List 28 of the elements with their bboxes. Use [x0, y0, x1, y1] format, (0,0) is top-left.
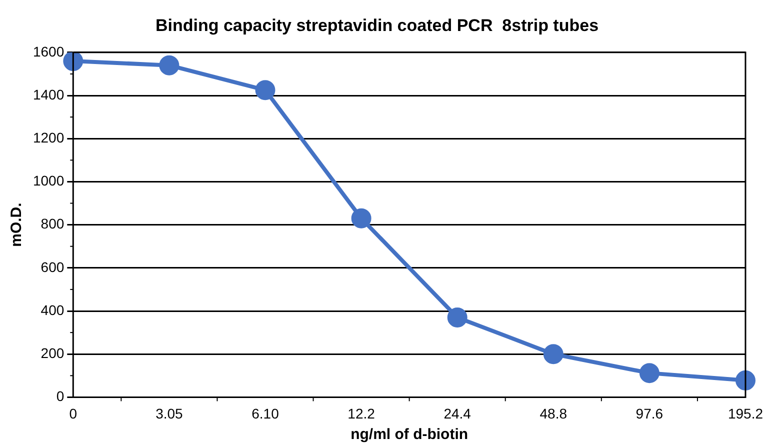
x-tick-label: 24.4 — [444, 405, 472, 422]
y-tick-label: 400 — [40, 302, 64, 318]
y-tick-label: 200 — [40, 344, 64, 361]
point — [447, 307, 468, 328]
point — [543, 344, 564, 364]
x-tick-label: 48.8 — [540, 405, 568, 422]
point — [255, 80, 276, 100]
y-tick-label: 1600 — [32, 43, 64, 60]
y-tick-label: 600 — [40, 258, 64, 275]
point — [159, 55, 180, 76]
x-tick-label: 0 — [69, 405, 78, 422]
x-tick-label: 195.2 — [728, 405, 764, 422]
x-tick-label: 6.10 — [252, 405, 280, 422]
y-tick-label: 1200 — [32, 129, 64, 146]
y-tick-label: 1000 — [32, 172, 64, 189]
y-tick-label: 0 — [56, 388, 64, 404]
chart-title: Binding capacity streptavidin coated PCR 8strip tubes — [155, 16, 599, 35]
point — [639, 363, 660, 384]
x-axis-title: ng/ml of d-biotin — [350, 426, 468, 444]
x-tick-label: 3.05 — [156, 405, 184, 422]
y-tick-label: 1400 — [32, 86, 64, 102]
point — [735, 370, 756, 390]
point — [351, 208, 372, 228]
point — [63, 52, 84, 72]
y-axis-title: mO.D. — [8, 202, 26, 247]
x-tick-label: 97.6 — [636, 405, 664, 422]
x-tick-label: 12.2 — [348, 405, 376, 422]
y-tick-label: 800 — [40, 216, 64, 232]
